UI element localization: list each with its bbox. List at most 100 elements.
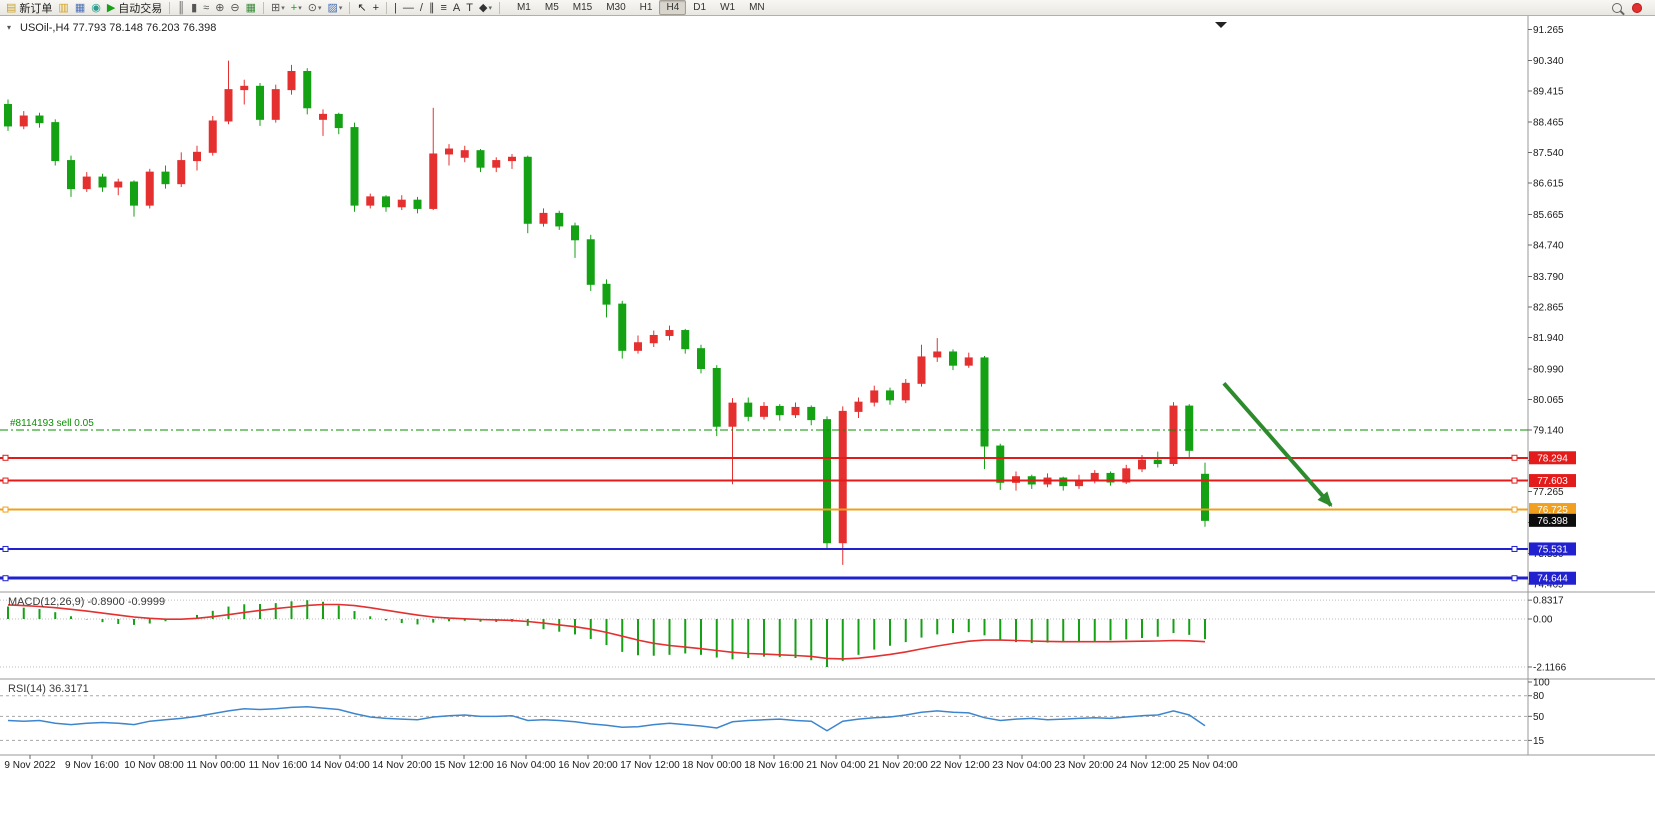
price-badge: 77.603 [1529, 474, 1576, 488]
time-axis-label: 21 Nov 04:00 [806, 760, 866, 771]
zoom-out-button[interactable]: ⊖ [227, 1, 242, 15]
channel-button[interactable]: ∥ [426, 1, 438, 15]
trend-arrow[interactable] [1222, 382, 1333, 507]
price-badge: 76.725 [1529, 503, 1576, 517]
candle [838, 406, 847, 565]
toolbar: ▤ 新订单 ▥ ▦ ◉ ▶ 自动交易 ║ ▮ ≈ ⊕ ⊖ ▦ ⊞ ▾ + ▾ ⊙ ▾ ▨ ▾ ↖ + | — / ∥ ≡ A T ◆ ▾ M1 M… [0, 0, 1655, 16]
shapes-button[interactable]: ◆ ▾ [476, 1, 495, 15]
candle [728, 398, 737, 485]
svg-text:75.531: 75.531 [1537, 544, 1568, 555]
cursor-button[interactable]: ↖ [354, 1, 369, 15]
candlestick-chart-button[interactable]: ▮ [188, 1, 200, 15]
templates-button[interactable]: ▨ ▾ [324, 1, 345, 15]
dropdown-arrow-icon[interactable]: ▾ [488, 4, 492, 12]
candle [460, 145, 469, 163]
candle [1185, 404, 1194, 457]
timeframe-h4[interactable]: H4 [659, 0, 687, 15]
fibonacci-button[interactable]: ≡ [437, 1, 449, 15]
zoom-in-button[interactable]: ⊕ [212, 1, 227, 15]
navigator-icon: ◉ [91, 1, 101, 14]
candle [870, 385, 879, 407]
candle [492, 157, 501, 173]
timeframe-mn[interactable]: MN [749, 2, 765, 13]
price-axis-label: 80.990 [1533, 364, 1564, 375]
time-axis-label: 25 Nov 04:00 [1178, 760, 1238, 771]
support-line-2[interactable] [0, 575, 1528, 582]
horizontal-line-icon: — [402, 1, 414, 14]
text-icon: A [452, 1, 461, 14]
candle [996, 443, 1005, 490]
price-axis-label: 82.865 [1533, 302, 1564, 313]
price-axis-label: 79.140 [1533, 425, 1564, 436]
time-axis-label: 22 Nov 12:00 [930, 760, 990, 771]
price-axis-label: 81.940 [1533, 333, 1564, 344]
candle [854, 397, 863, 418]
navigator-button[interactable]: ◉ [88, 1, 104, 15]
candle [1075, 474, 1083, 489]
zoom-out-icon: ⊖ [230, 1, 240, 14]
trendline-icon: / [419, 1, 423, 14]
dropdown-arrow-icon[interactable]: ▾ [317, 4, 322, 12]
candle [712, 365, 721, 437]
rsi-axis-label: 80 [1533, 691, 1545, 702]
dropdown-arrow-icon[interactable]: ▾ [338, 4, 343, 12]
toolbar-right-group [1612, 2, 1652, 13]
candle [949, 349, 957, 371]
trendline-button[interactable]: / [417, 1, 426, 15]
bar-chart-icon: ║ [177, 1, 186, 14]
indicators-button[interactable]: + ▾ [288, 1, 305, 15]
pivot-line[interactable] [0, 506, 1528, 513]
resistance-line-2[interactable] [0, 477, 1528, 484]
time-axis-label: 14 Nov 04:00 [310, 760, 370, 771]
market-watch-icon: ▥ [58, 1, 69, 14]
time-axis-label: 23 Nov 04:00 [992, 760, 1052, 771]
periods-button[interactable]: ⊙ ▾ [305, 1, 325, 15]
search-icon[interactable] [1612, 2, 1622, 13]
grid-button[interactable]: ▦ [243, 1, 259, 15]
candle [429, 107, 438, 211]
grid-icon: ▦ [245, 1, 257, 14]
svg-text:77.603: 77.603 [1537, 476, 1568, 487]
autoscroll-marker[interactable] [1215, 22, 1227, 28]
candle [1201, 462, 1209, 527]
new-order-button[interactable]: ▤ 新订单 [3, 1, 55, 15]
horizontal-line-button[interactable]: — [400, 1, 417, 15]
autotrading-button[interactable]: ▶ 自动交易 [104, 1, 165, 15]
candle [303, 68, 312, 115]
market-watch-button[interactable]: ▥ [55, 1, 71, 15]
toolbar-separator [498, 1, 500, 14]
timeframe-d1[interactable]: D1 [693, 2, 707, 13]
time-axis[interactable]: 9 Nov 2022 9 Nov 16:00 10 Nov 08:00 11 Nov … [4, 755, 1238, 771]
dropdown-arrow-icon[interactable]: ▾ [281, 4, 285, 12]
macd-axis: 0.8317 0.00 -2.1166 [1528, 596, 1567, 673]
timeframe-w1[interactable]: W1 [720, 2, 736, 13]
candle [145, 168, 154, 209]
chart-canvas[interactable]: 91.265 90.340 89.415 88.465 87.540 86.615 85.6… [0, 16, 1655, 821]
timeframe-h1[interactable]: H1 [639, 2, 653, 13]
dropdown-arrow-icon[interactable]: ▾ [298, 4, 302, 12]
data-window-button[interactable]: ▦ [72, 1, 88, 15]
label-button[interactable]: T [463, 1, 476, 15]
toolbar-separator [349, 1, 351, 14]
support-line-1[interactable] [0, 545, 1528, 552]
toolbar-separator [263, 1, 265, 14]
time-axis-label: 11 Nov 16:00 [249, 760, 308, 771]
candle [51, 119, 60, 166]
resistance-line-1[interactable] [0, 454, 1528, 461]
timeframe-m1[interactable]: M1 [516, 2, 531, 13]
candle [980, 355, 989, 470]
price-badge: 75.531 [1529, 542, 1576, 556]
svg-text:74.644: 74.644 [1537, 574, 1568, 585]
crosshair-button[interactable]: + [370, 1, 382, 15]
price-axis-label: 90.340 [1533, 56, 1564, 67]
svg-text:78.294: 78.294 [1537, 453, 1568, 464]
timeframe-m30[interactable]: M30 [606, 2, 626, 13]
vertical-line-button[interactable]: | [391, 1, 400, 15]
tile-windows-button[interactable]: ⊞ ▾ [268, 1, 288, 15]
line-chart-button[interactable]: ≈ [200, 1, 212, 15]
timeframe-m5[interactable]: M5 [544, 2, 559, 13]
notification-badge[interactable] [1632, 2, 1642, 13]
timeframe-m15[interactable]: M15 [572, 2, 593, 13]
bar-chart-button[interactable]: ║ [174, 1, 188, 15]
text-button[interactable]: A [450, 1, 463, 15]
